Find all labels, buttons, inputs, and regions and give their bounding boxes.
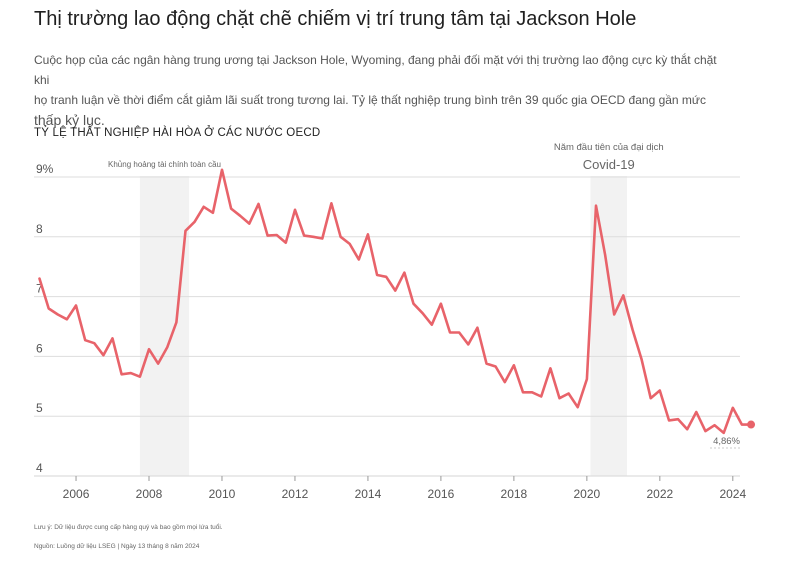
x-tick-label-2012: 2012 <box>282 487 309 501</box>
y-tick-label-5: 5 <box>36 401 43 415</box>
annotation-pandemic-bottom: Covid-19 <box>583 157 635 172</box>
x-tick-label-2006: 2006 <box>63 487 90 501</box>
y-axis-ticks: 4 5 6 7 8 9% <box>36 162 54 475</box>
x-tick-label-2024: 2024 <box>719 487 746 501</box>
x-axis-ticks: 2006 2008 2010 2012 2014 2016 2018 2020 2022 2024 <box>63 476 746 501</box>
series-line <box>38 168 753 435</box>
last-point-marker <box>747 420 756 429</box>
last-point-label: 4,86% <box>713 436 740 447</box>
y-tick-label-4: 4 <box>36 461 43 475</box>
footnote: Lưu ý: Dữ liệu được cung cấp hàng quý và… <box>34 524 223 531</box>
shaded-period-1 <box>139 176 190 476</box>
series-unemployment <box>38 168 756 435</box>
x-tick-label-2008: 2008 <box>136 487 163 501</box>
annotation-pandemic-top: Năm đầu tiên của đại dịch <box>554 142 664 153</box>
x-tick-label-2016: 2016 <box>428 487 455 501</box>
x-tick-label-2020: 2020 <box>574 487 601 501</box>
shaded-period-2 <box>590 176 627 476</box>
annotations: Khủng hoảng tài chính toàn cầu Năm đầu ti… <box>108 142 742 449</box>
page-subtitle: Cuộc họp của các ngân hàng trung ương tạ… <box>34 50 724 130</box>
y-tick-label-9: 9% <box>36 162 54 176</box>
y-tick-label-8: 8 <box>36 222 43 236</box>
y-tick-label-6: 6 <box>36 341 43 355</box>
page-title: Thị trường lao động chặt chẽ chiếm vị tr… <box>34 8 637 30</box>
x-tick-label-2022: 2022 <box>646 487 673 501</box>
gridlines <box>34 176 740 477</box>
x-tick-label-2018: 2018 <box>501 487 528 501</box>
source-note: Nguồn: Luồng dữ liệu LSEG | Ngày 13 thán… <box>34 543 200 550</box>
x-tick-label-2010: 2010 <box>209 487 236 501</box>
subtitle-line-3: thấp kỷ lục. <box>34 112 105 128</box>
chart-title: TỶ LỆ THẤT NGHIỆP HÀI HÒA Ở CÁC NƯỚC OEC… <box>34 127 321 139</box>
subtitle-line-2: họ tranh luận về thời điểm cắt giảm lãi … <box>34 93 706 107</box>
subtitle-line-1: Cuộc họp của các ngân hàng trung ương tạ… <box>34 53 717 87</box>
x-tick-label-2014: 2014 <box>355 487 382 501</box>
annotation-gfc: Khủng hoảng tài chính toàn cầu <box>108 160 221 169</box>
shaded-periods <box>139 176 627 476</box>
y-tick-label-7: 7 <box>36 282 43 296</box>
